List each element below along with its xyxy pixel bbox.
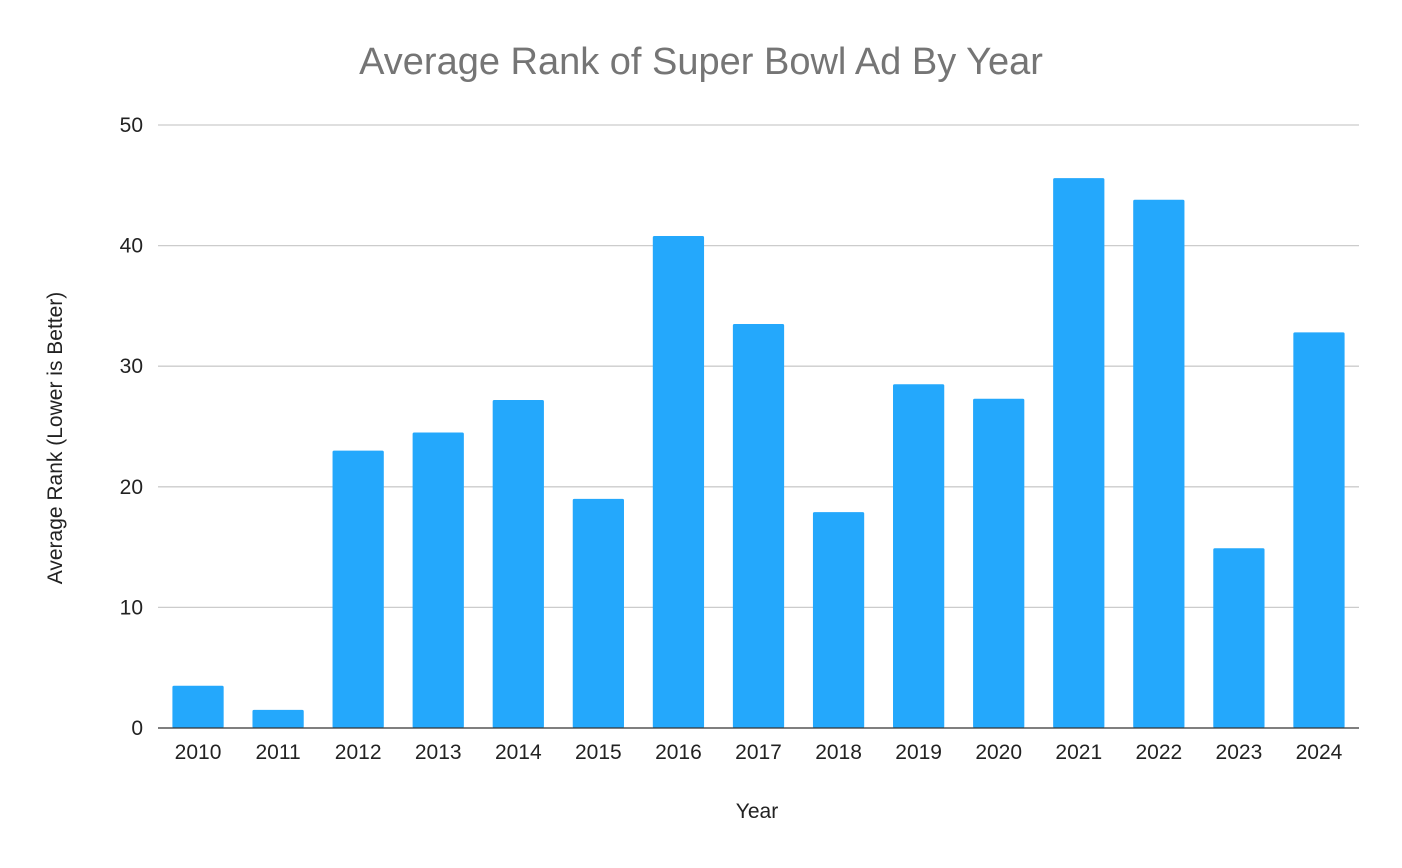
y-tick-label: 40 <box>120 235 143 258</box>
bar-2024 <box>1293 332 1345 728</box>
bar-2020 <box>973 398 1025 728</box>
y-tick-label: 0 <box>131 717 143 740</box>
x-tick-label: 2019 <box>895 741 942 764</box>
x-tick-label: 2016 <box>655 741 702 764</box>
x-tick-label: 2011 <box>256 741 301 764</box>
x-tick-label: 2010 <box>175 741 222 764</box>
y-tick-label: 20 <box>120 476 143 499</box>
bar-2015 <box>572 498 624 728</box>
x-tick-label: 2015 <box>575 741 622 764</box>
bar-2023 <box>1213 548 1265 728</box>
x-tick-label: 2023 <box>1216 741 1263 764</box>
bar-2011 <box>252 709 304 728</box>
chart-title: Average Rank of Super Bowl Ad By Year <box>359 41 1043 83</box>
bar-2017 <box>732 323 785 728</box>
y-axis-title: Average Rank (Lower is Better) <box>44 292 67 585</box>
x-tick-label: 2020 <box>975 741 1022 764</box>
y-axis-ticks: 0 10 20 30 40 50 <box>120 114 143 740</box>
bar-2021 <box>1053 178 1105 729</box>
x-tick-label: 2021 <box>1055 741 1102 764</box>
x-tick-label: 2022 <box>1135 741 1182 764</box>
bar-2013 <box>412 432 464 728</box>
bars <box>172 178 1345 729</box>
x-tick-label: 2013 <box>415 741 462 764</box>
x-tick-label: 2017 <box>735 741 782 764</box>
x-tick-label: 2012 <box>335 741 382 764</box>
x-axis-title: Year <box>736 800 778 823</box>
bar-2014 <box>492 399 544 728</box>
y-tick-label: 30 <box>120 355 143 378</box>
bar-2010 <box>172 685 224 728</box>
bar-2019 <box>893 384 945 728</box>
x-axis-ticks: 2010 2011 2012 2013 2014 2015 2016 2017 2018 2019… <box>175 741 1343 764</box>
x-tick-label: 2018 <box>815 741 862 764</box>
bar-2012 <box>332 450 384 728</box>
y-tick-label: 10 <box>120 596 143 619</box>
x-tick-label: 2024 <box>1296 741 1343 764</box>
x-tick-label: 2014 <box>495 741 542 764</box>
bar-2018 <box>812 512 865 728</box>
y-tick-label: 50 <box>120 114 143 137</box>
bar-2022 <box>1133 199 1185 729</box>
bar-2016 <box>652 235 705 728</box>
